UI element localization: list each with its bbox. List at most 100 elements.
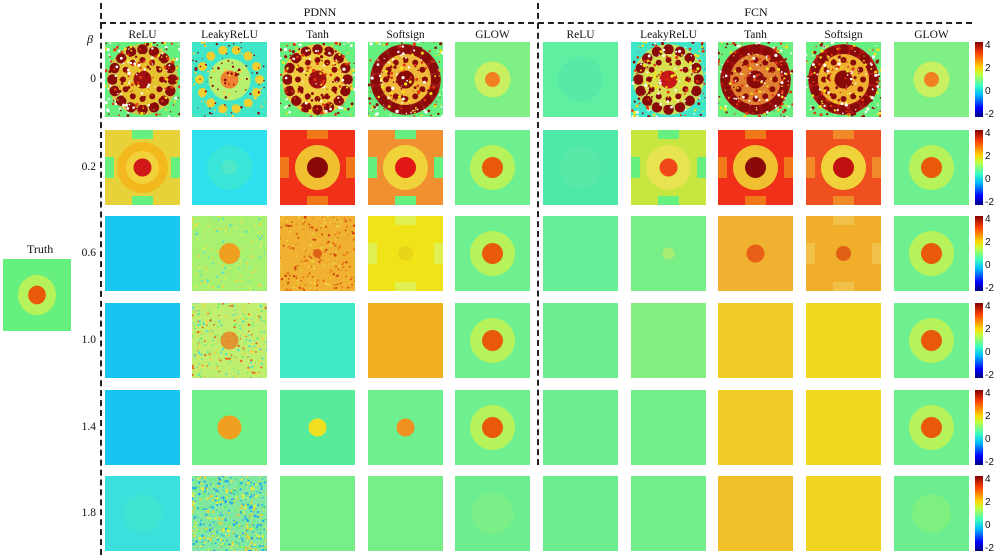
row-label-beta: 1.4 bbox=[81, 421, 96, 433]
colorbar-tick-label: 4 bbox=[985, 40, 991, 51]
result-panel bbox=[718, 216, 793, 291]
result-panel bbox=[543, 130, 618, 205]
colorbar-tick-label: -2 bbox=[985, 109, 994, 120]
result-panel bbox=[192, 390, 267, 465]
fcn-group-title: FCN bbox=[744, 5, 768, 19]
result-panel bbox=[631, 390, 706, 465]
result-panel bbox=[894, 216, 969, 291]
result-panel bbox=[806, 303, 881, 378]
result-panel bbox=[718, 303, 793, 378]
result-panel bbox=[631, 476, 706, 551]
pdnn-fcn-divider bbox=[537, 3, 539, 465]
result-panel bbox=[368, 216, 443, 291]
colorbar-tick-label: 4 bbox=[985, 474, 991, 485]
colorbar-tick-label: 2 bbox=[985, 324, 991, 335]
result-panel bbox=[368, 130, 443, 205]
beta-symbol: β bbox=[87, 32, 93, 46]
result-panel bbox=[105, 216, 180, 291]
colorbar-tick-label: -2 bbox=[985, 197, 994, 208]
result-panel bbox=[543, 303, 618, 378]
result-panel bbox=[368, 390, 443, 465]
result-panel bbox=[631, 130, 706, 205]
result-panel bbox=[631, 42, 706, 117]
colorbar bbox=[975, 390, 983, 465]
result-panel bbox=[455, 42, 530, 117]
colorbar-tick-label: 2 bbox=[985, 151, 991, 162]
result-panel bbox=[894, 303, 969, 378]
result-panel bbox=[192, 130, 267, 205]
result-panel bbox=[455, 216, 530, 291]
colorbar-tick-label: 4 bbox=[985, 128, 991, 139]
colorbar-tick-label: 4 bbox=[985, 301, 991, 312]
column-label-pdnn-softsign: Softsign bbox=[386, 29, 425, 41]
result-panel bbox=[543, 476, 618, 551]
column-label-fcn-softsign: Softsign bbox=[824, 29, 863, 41]
result-panel bbox=[806, 130, 881, 205]
column-label-fcn-tanh: Tanh bbox=[744, 29, 767, 41]
result-panel bbox=[543, 42, 618, 117]
colorbar bbox=[975, 303, 983, 378]
result-panel bbox=[368, 42, 443, 117]
result-panel bbox=[894, 42, 969, 117]
result-panel bbox=[105, 476, 180, 551]
result-panel bbox=[806, 216, 881, 291]
column-label-fcn-leakyrelu: LeakyReLU bbox=[640, 29, 697, 41]
colorbar-tick-label: -2 bbox=[985, 543, 994, 554]
column-label-pdnn-glow: GLOW bbox=[475, 29, 510, 41]
result-panel bbox=[280, 216, 355, 291]
result-panel bbox=[455, 476, 530, 551]
colorbar-tick-label: 4 bbox=[985, 388, 991, 399]
colorbar-tick-label: 0 bbox=[985, 434, 991, 445]
result-panel bbox=[192, 42, 267, 117]
left-divider bbox=[100, 3, 102, 555]
colorbar-tick-label: 0 bbox=[985, 520, 991, 531]
result-panel bbox=[631, 216, 706, 291]
colorbar-tick-label: 0 bbox=[985, 347, 991, 358]
pdnn-group-title: PDNN bbox=[303, 5, 337, 19]
result-panel bbox=[105, 303, 180, 378]
result-panel bbox=[280, 42, 355, 117]
row-label-beta: 0.6 bbox=[81, 247, 96, 259]
result-panel bbox=[192, 303, 267, 378]
result-panel bbox=[718, 390, 793, 465]
colorbar-tick-label: -2 bbox=[985, 283, 994, 294]
truth-label: Truth bbox=[27, 242, 54, 256]
colorbar-tick-label: 2 bbox=[985, 63, 991, 74]
colorbar-tick-label: -2 bbox=[985, 457, 994, 468]
result-panel bbox=[455, 303, 530, 378]
result-panel bbox=[718, 42, 793, 117]
colorbar-tick-label: 2 bbox=[985, 497, 991, 508]
result-panel bbox=[280, 476, 355, 551]
row-label-beta: 1.0 bbox=[81, 334, 96, 346]
column-label-fcn-glow: GLOW bbox=[914, 29, 949, 41]
result-panel bbox=[718, 476, 793, 551]
result-panel bbox=[105, 130, 180, 205]
column-label-pdnn-leakyrelu: LeakyReLU bbox=[201, 29, 258, 41]
colorbar-tick-label: 0 bbox=[985, 86, 991, 97]
colorbar-tick-label: 0 bbox=[985, 260, 991, 271]
result-panel bbox=[543, 216, 618, 291]
result-panel bbox=[543, 390, 618, 465]
result-panel bbox=[894, 130, 969, 205]
result-panel bbox=[894, 476, 969, 551]
result-panel bbox=[280, 130, 355, 205]
colorbar bbox=[975, 42, 983, 117]
colorbar-tick-label: 4 bbox=[985, 214, 991, 225]
row-label-beta: 0.2 bbox=[81, 161, 96, 173]
result-panel bbox=[455, 390, 530, 465]
result-panel bbox=[192, 216, 267, 291]
row-label-beta: 0 bbox=[90, 73, 96, 85]
result-panel bbox=[631, 303, 706, 378]
truth-image bbox=[3, 259, 71, 331]
colorbar-tick-label: 2 bbox=[985, 237, 991, 248]
result-panel bbox=[806, 390, 881, 465]
colorbar-tick-label: -2 bbox=[985, 370, 994, 381]
result-panel bbox=[368, 303, 443, 378]
result-panel bbox=[192, 476, 267, 551]
column-label-pdnn-relu: ReLU bbox=[128, 29, 157, 41]
result-panel bbox=[718, 130, 793, 205]
column-label-pdnn-tanh: Tanh bbox=[306, 29, 329, 41]
colorbar-tick-label: 0 bbox=[985, 174, 991, 185]
result-panel bbox=[280, 303, 355, 378]
result-panel bbox=[455, 130, 530, 205]
